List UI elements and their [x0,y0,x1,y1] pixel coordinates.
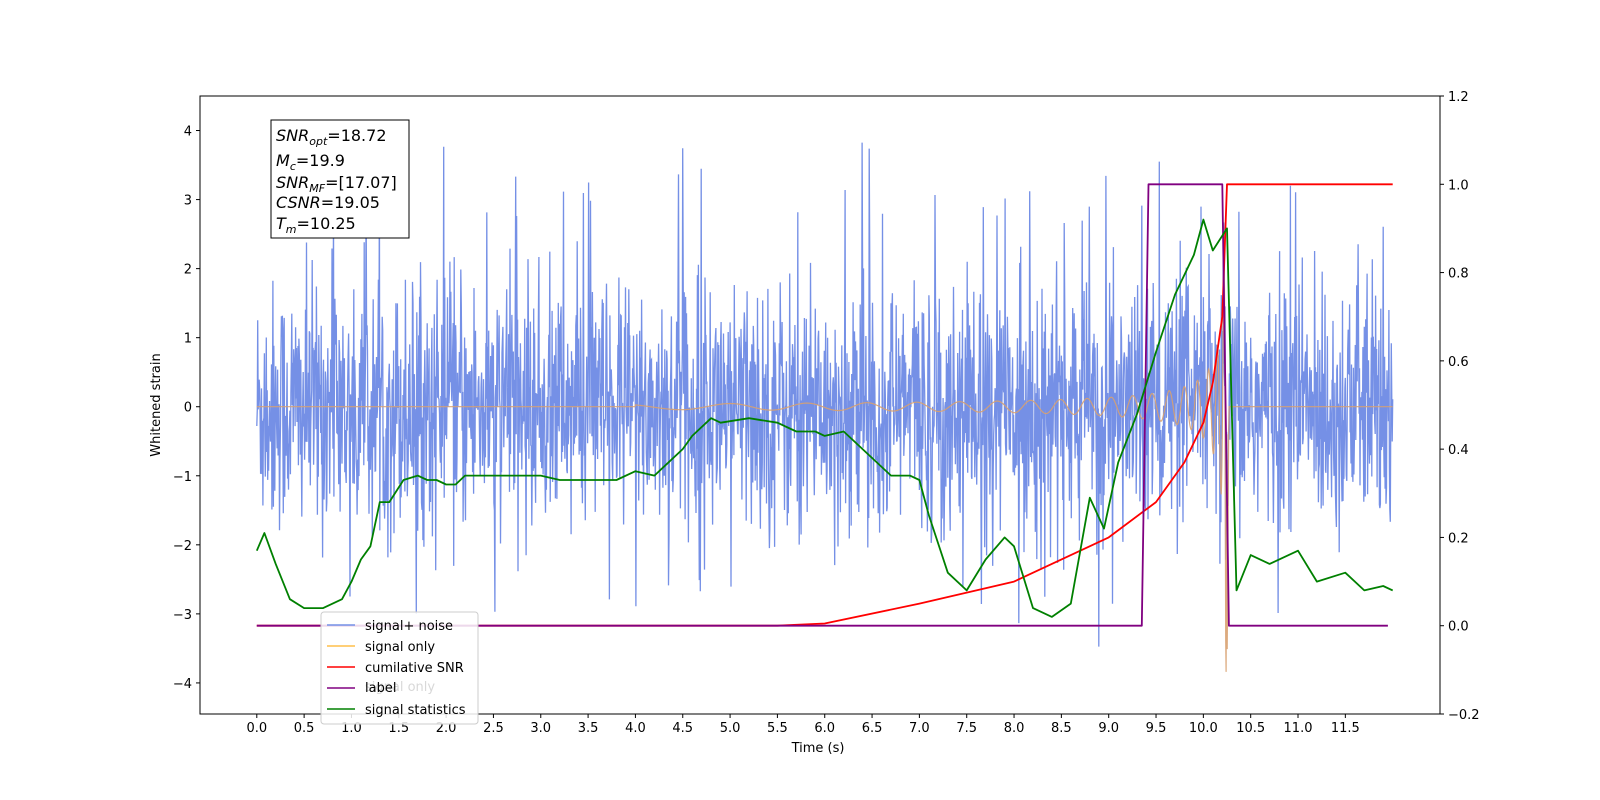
x-tick-label: 4.0 [625,721,646,736]
y2-tick-label: 0.8 [1448,267,1469,282]
x-tick-label: 9.5 [1146,721,1167,736]
x-tick-label: 11.5 [1331,721,1360,736]
y-tick-label: 4 [184,125,192,140]
info-csnr: CSNR=19.05 [276,193,380,212]
x-tick-label: 7.5 [956,721,977,736]
x-tick-label: 10.5 [1236,721,1265,736]
legend-label-signal-noise: signal+ noise [365,619,453,634]
series-cumulative-snr [256,183,1393,627]
x-tick-label: 2.0 [436,721,457,736]
series-signal-noise [256,142,1394,647]
series-signal-only [256,265,1393,672]
y-tick-label: −4 [173,677,192,692]
info-box: SNRopt=18.72 Mc=19.9 SNRMF=[17.07] CSNR=… [270,119,410,239]
x-tick-label: 6.5 [862,721,883,736]
x-tick-label: 5.0 [720,721,741,736]
x-tick-label: 1.0 [341,721,362,736]
x-tick-label: 4.5 [672,721,693,736]
info-snr-opt: SNRopt=18.72 [276,126,387,148]
y-axis-right: 1.2 1.0 0.8 0.6 0.4 0.2 0.0 −0.2 [1440,90,1480,723]
info-snr-mf: SNRMF=[17.07] [276,173,397,195]
y-tick-label: −2 [173,539,192,554]
x-tick-label: 11.0 [1284,721,1313,736]
y-tick-label: 1 [184,332,192,347]
y-tick-label: 0 [184,401,192,416]
x-tick-label: 3.5 [578,721,599,736]
x-tick-label: 3.0 [530,721,551,736]
legend-label-cumulative-snr: cumilative SNR [365,661,464,676]
y-tick-label: 3 [184,194,192,209]
x-tick-label: 1.5 [388,721,409,736]
x-tick-label: 7.0 [909,721,930,736]
y-tick-label: −3 [173,608,192,623]
legend: signal only signal+ noise signal only cu… [320,611,479,725]
y2-tick-label: 0.6 [1448,355,1469,370]
y-tick-label: −1 [173,470,192,485]
legend-label-signal-statistics: signal statistics [365,703,466,718]
y2-tick-label: 0.2 [1448,531,1469,546]
info-tm: Tm=10.25 [276,214,356,236]
x-tick-label: 6.0 [814,721,835,736]
plot-area [255,142,1394,672]
legend-ghost-label: signal only [365,680,435,695]
y2-tick-label: −0.2 [1448,708,1480,723]
x-axis-label: Time (s) [791,741,845,756]
y-axis-left: 4 3 2 1 0 −1 −2 −3 −4 [173,125,200,692]
info-box-frame [270,119,410,239]
y2-tick-label: 1.2 [1448,90,1469,105]
legend-label-signal-only: signal only [365,640,435,655]
y2-tick-label: 0.0 [1448,620,1469,635]
x-tick-label: 10.0 [1189,721,1218,736]
y-axis-label: Whitened strain [149,353,164,456]
x-tick-label: 9.0 [1098,721,1119,736]
x-axis: 0.0 0.5 1.0 1.5 2.0 2.5 3.0 3.5 4.0 4.5 5.0 5.5 6.0 6… [246,714,1360,736]
y2-tick-label: 1.0 [1448,178,1469,193]
legend-frame [320,611,479,725]
x-tick-label: 0.5 [294,721,315,736]
info-mc: Mc=19.9 [276,151,345,173]
legend-label-label: label [365,681,396,696]
x-tick-label: 5.5 [767,721,788,736]
x-tick-label: 8.0 [1004,721,1025,736]
axes-frame [199,95,1441,715]
x-tick-label: 0.0 [246,721,267,736]
series-signal-statistics [255,218,1394,618]
x-tick-label: 2.5 [483,721,504,736]
series-label [256,183,1388,627]
x-tick-label: 8.5 [1051,721,1072,736]
y-tick-label: 2 [184,263,192,278]
y2-tick-label: 0.4 [1448,443,1469,458]
